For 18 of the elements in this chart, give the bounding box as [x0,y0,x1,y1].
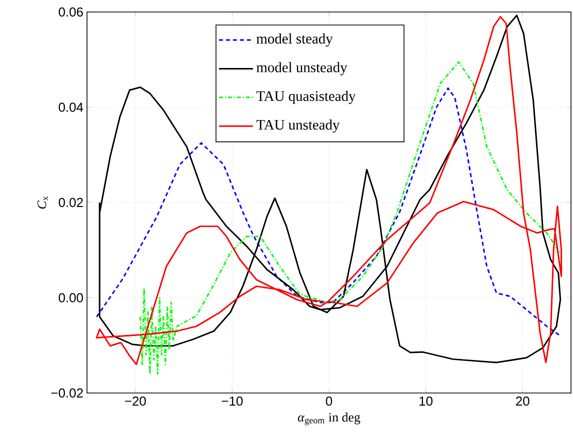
y-tick-label: 0.02 [58,198,83,208]
x-tick-label: −20 [125,396,146,406]
legend-label: TAU quasisteady [256,90,356,104]
line-series [96,87,562,337]
legend-label: model steady [256,33,333,47]
y-axis-title: C$_{x}$ [37,196,48,209]
legend-label: model unsteady [256,62,348,76]
y-tick-label: 0.06 [58,7,83,17]
x-axis-title: α$_{geom}$ in deg [298,412,360,426]
y-tick-label: 0.00 [58,293,83,302]
x-tick-label: −10 [222,396,243,406]
x-tick-label: 0 [326,396,332,406]
x-tick-label: 20 [516,396,530,406]
x-tick-label: 10 [420,396,432,406]
legend-label: TAU unsteady [256,120,340,133]
y-tick-label: −0.02 [51,388,83,398]
y-tick-label: 0.04 [58,102,84,112]
line-series [139,61,562,375]
